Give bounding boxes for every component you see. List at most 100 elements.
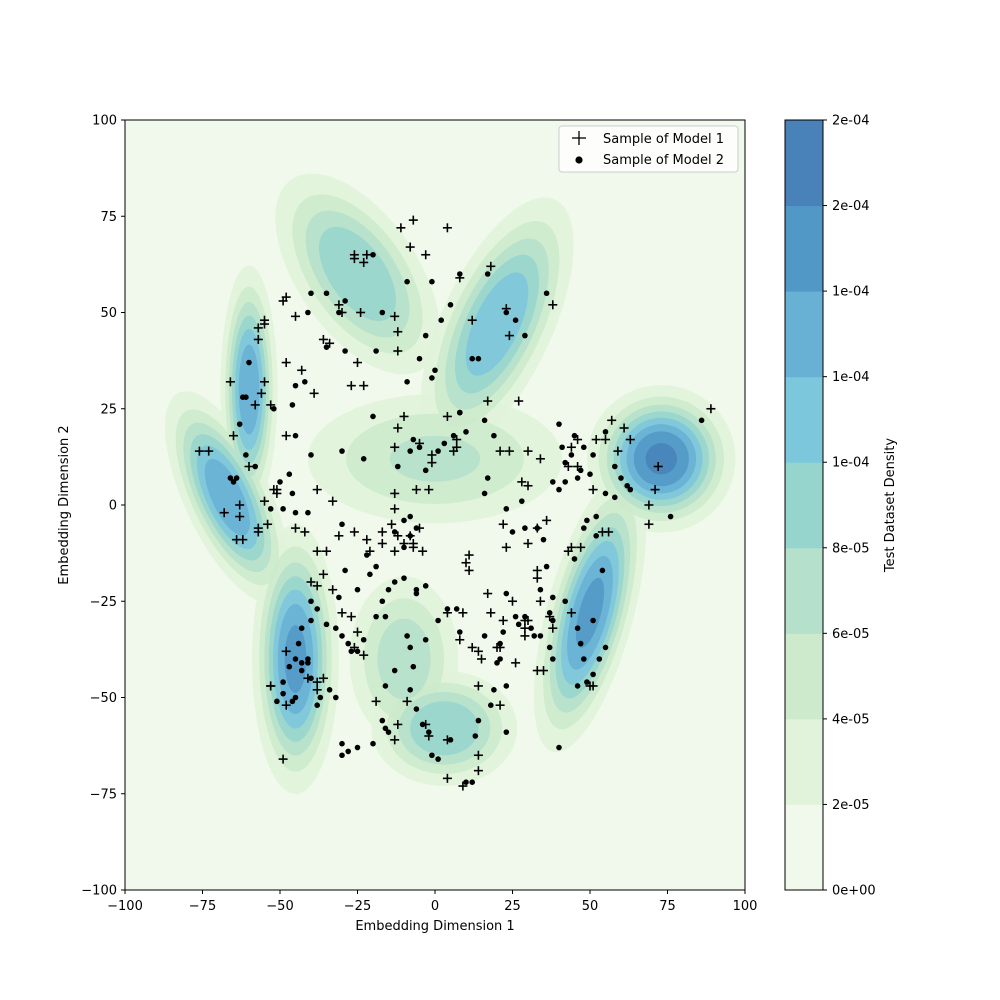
model-2-point-132 xyxy=(298,660,305,666)
model-1-point-179 xyxy=(312,677,322,687)
model-1-point-24 xyxy=(359,381,369,391)
model-2-point-91 xyxy=(534,525,541,531)
model-2-point-156 xyxy=(382,613,389,620)
colorbar-band-8 xyxy=(785,120,823,207)
model-1-point-42 xyxy=(281,431,291,441)
model-1-point-157 xyxy=(455,635,465,645)
model-1-point-125 xyxy=(576,542,586,552)
model-2-point-187 xyxy=(584,517,590,524)
model-2-point-93 xyxy=(543,563,550,570)
model-2-point-96 xyxy=(546,644,553,651)
model-2-point-169 xyxy=(515,621,522,628)
model-1-point-71 xyxy=(362,535,372,545)
model-2-point-154 xyxy=(360,636,367,643)
colorbar-tick-label-7: 1e-04 xyxy=(832,285,870,300)
model-2-point-125 xyxy=(339,740,345,747)
model-2-point-170 xyxy=(528,625,534,631)
model-1-point-58 xyxy=(263,519,273,529)
model-2-point-102 xyxy=(503,683,510,689)
model-2-point-40 xyxy=(227,475,234,481)
model-1-point-165 xyxy=(458,781,468,791)
scatter-series xyxy=(194,215,716,791)
model-1-point-162 xyxy=(495,700,505,710)
density-contour-9-level-4 xyxy=(410,701,479,756)
model-1-point-111 xyxy=(613,446,623,456)
model-2-point-144 xyxy=(295,640,302,647)
model-1-point-119 xyxy=(588,485,598,495)
model-1-point-72 xyxy=(365,546,375,556)
model-2-point-68 xyxy=(407,513,414,520)
density-contour-7-level-3 xyxy=(389,435,481,482)
model-2-point-152 xyxy=(348,648,355,655)
model-1-point-105 xyxy=(573,435,583,445)
model-2-point-51 xyxy=(339,448,345,454)
model-1-point-128 xyxy=(585,681,595,691)
model-1-point-184 xyxy=(281,700,291,710)
model-2-point-194 xyxy=(581,444,587,451)
series-1 xyxy=(194,215,716,791)
model-1-point-59 xyxy=(291,523,300,533)
model-1-point-22 xyxy=(353,358,362,368)
model-2-point-12 xyxy=(447,302,454,308)
y-axis-label: Embedding Dimension 2 xyxy=(57,425,72,584)
model-2-point-76 xyxy=(422,467,429,474)
model-1-point-9 xyxy=(393,346,403,356)
x-axis-label: Embedding Dimension 1 xyxy=(355,919,514,934)
model-1-point-126 xyxy=(566,608,576,618)
x-tick-label-100: 100 xyxy=(733,899,758,914)
model-2-point-212 xyxy=(559,444,565,451)
model-2-point-6 xyxy=(305,309,311,316)
model-2-point-210 xyxy=(568,452,575,458)
model-2-point-196 xyxy=(602,429,609,435)
model-1-point-172 xyxy=(402,696,412,706)
model-2-point-52 xyxy=(339,521,345,528)
model-2-point-88 xyxy=(509,529,516,535)
model-2-point-172 xyxy=(550,617,556,624)
model-1-point-66 xyxy=(306,577,316,587)
model-2-point-74 xyxy=(410,436,417,443)
model-2-point-160 xyxy=(422,636,429,643)
model-2-point-130 xyxy=(314,702,321,708)
model-2-point-15 xyxy=(469,355,476,362)
model-2-point-85 xyxy=(481,417,488,424)
model-1-point-104 xyxy=(535,454,545,464)
model-1-point-76 xyxy=(390,546,400,556)
colorbar-tick-label-6: 1e-04 xyxy=(832,370,870,385)
model-1-point-25 xyxy=(318,334,328,344)
y-tick-label-75: 75 xyxy=(100,210,117,225)
model-1-point-115 xyxy=(644,500,654,510)
model-1-point-154 xyxy=(477,654,486,664)
model-2-point-117 xyxy=(391,667,398,674)
model-1-point-92 xyxy=(452,435,462,445)
density-contour-0-level-4 xyxy=(318,226,397,322)
colorbar-tick-label-5: 1e-04 xyxy=(832,456,870,471)
model-1-point-163 xyxy=(473,750,483,760)
model-1-point-149 xyxy=(548,623,558,633)
model-2-point-189 xyxy=(571,556,578,562)
model-1-point-77 xyxy=(393,531,403,541)
model-2-point-64 xyxy=(422,583,429,589)
model-2-point-131 xyxy=(308,675,314,682)
model-2-point-36 xyxy=(240,394,246,401)
colorbar-band-4 xyxy=(785,462,823,549)
model-2-point-204 xyxy=(667,513,674,520)
model-2-point-155 xyxy=(373,613,379,620)
model-2-point-46 xyxy=(267,506,274,512)
legend-label-model-1: Sample of Model 1 xyxy=(603,132,724,147)
model-1-point-21 xyxy=(483,396,493,406)
model-2-point-29 xyxy=(302,379,308,385)
model-2-point-177 xyxy=(577,640,584,647)
model-2-point-201 xyxy=(627,486,634,493)
model-2-point-146 xyxy=(308,598,314,605)
colorbar-tick-label-9: 2e-04 xyxy=(832,114,870,129)
model-2-point-133 xyxy=(292,656,299,662)
model-2-point-33 xyxy=(271,405,277,412)
model-2-point-213 xyxy=(571,432,578,439)
model-1-point-151 xyxy=(532,666,542,676)
model-2-point-58 xyxy=(367,571,373,578)
model-2-point-24 xyxy=(422,332,429,339)
model-1-point-134 xyxy=(464,565,474,575)
colorbar-tick-label-4: 8e-05 xyxy=(832,541,870,556)
model-2-point-25 xyxy=(432,367,438,374)
model-1-point-147 xyxy=(535,596,545,606)
